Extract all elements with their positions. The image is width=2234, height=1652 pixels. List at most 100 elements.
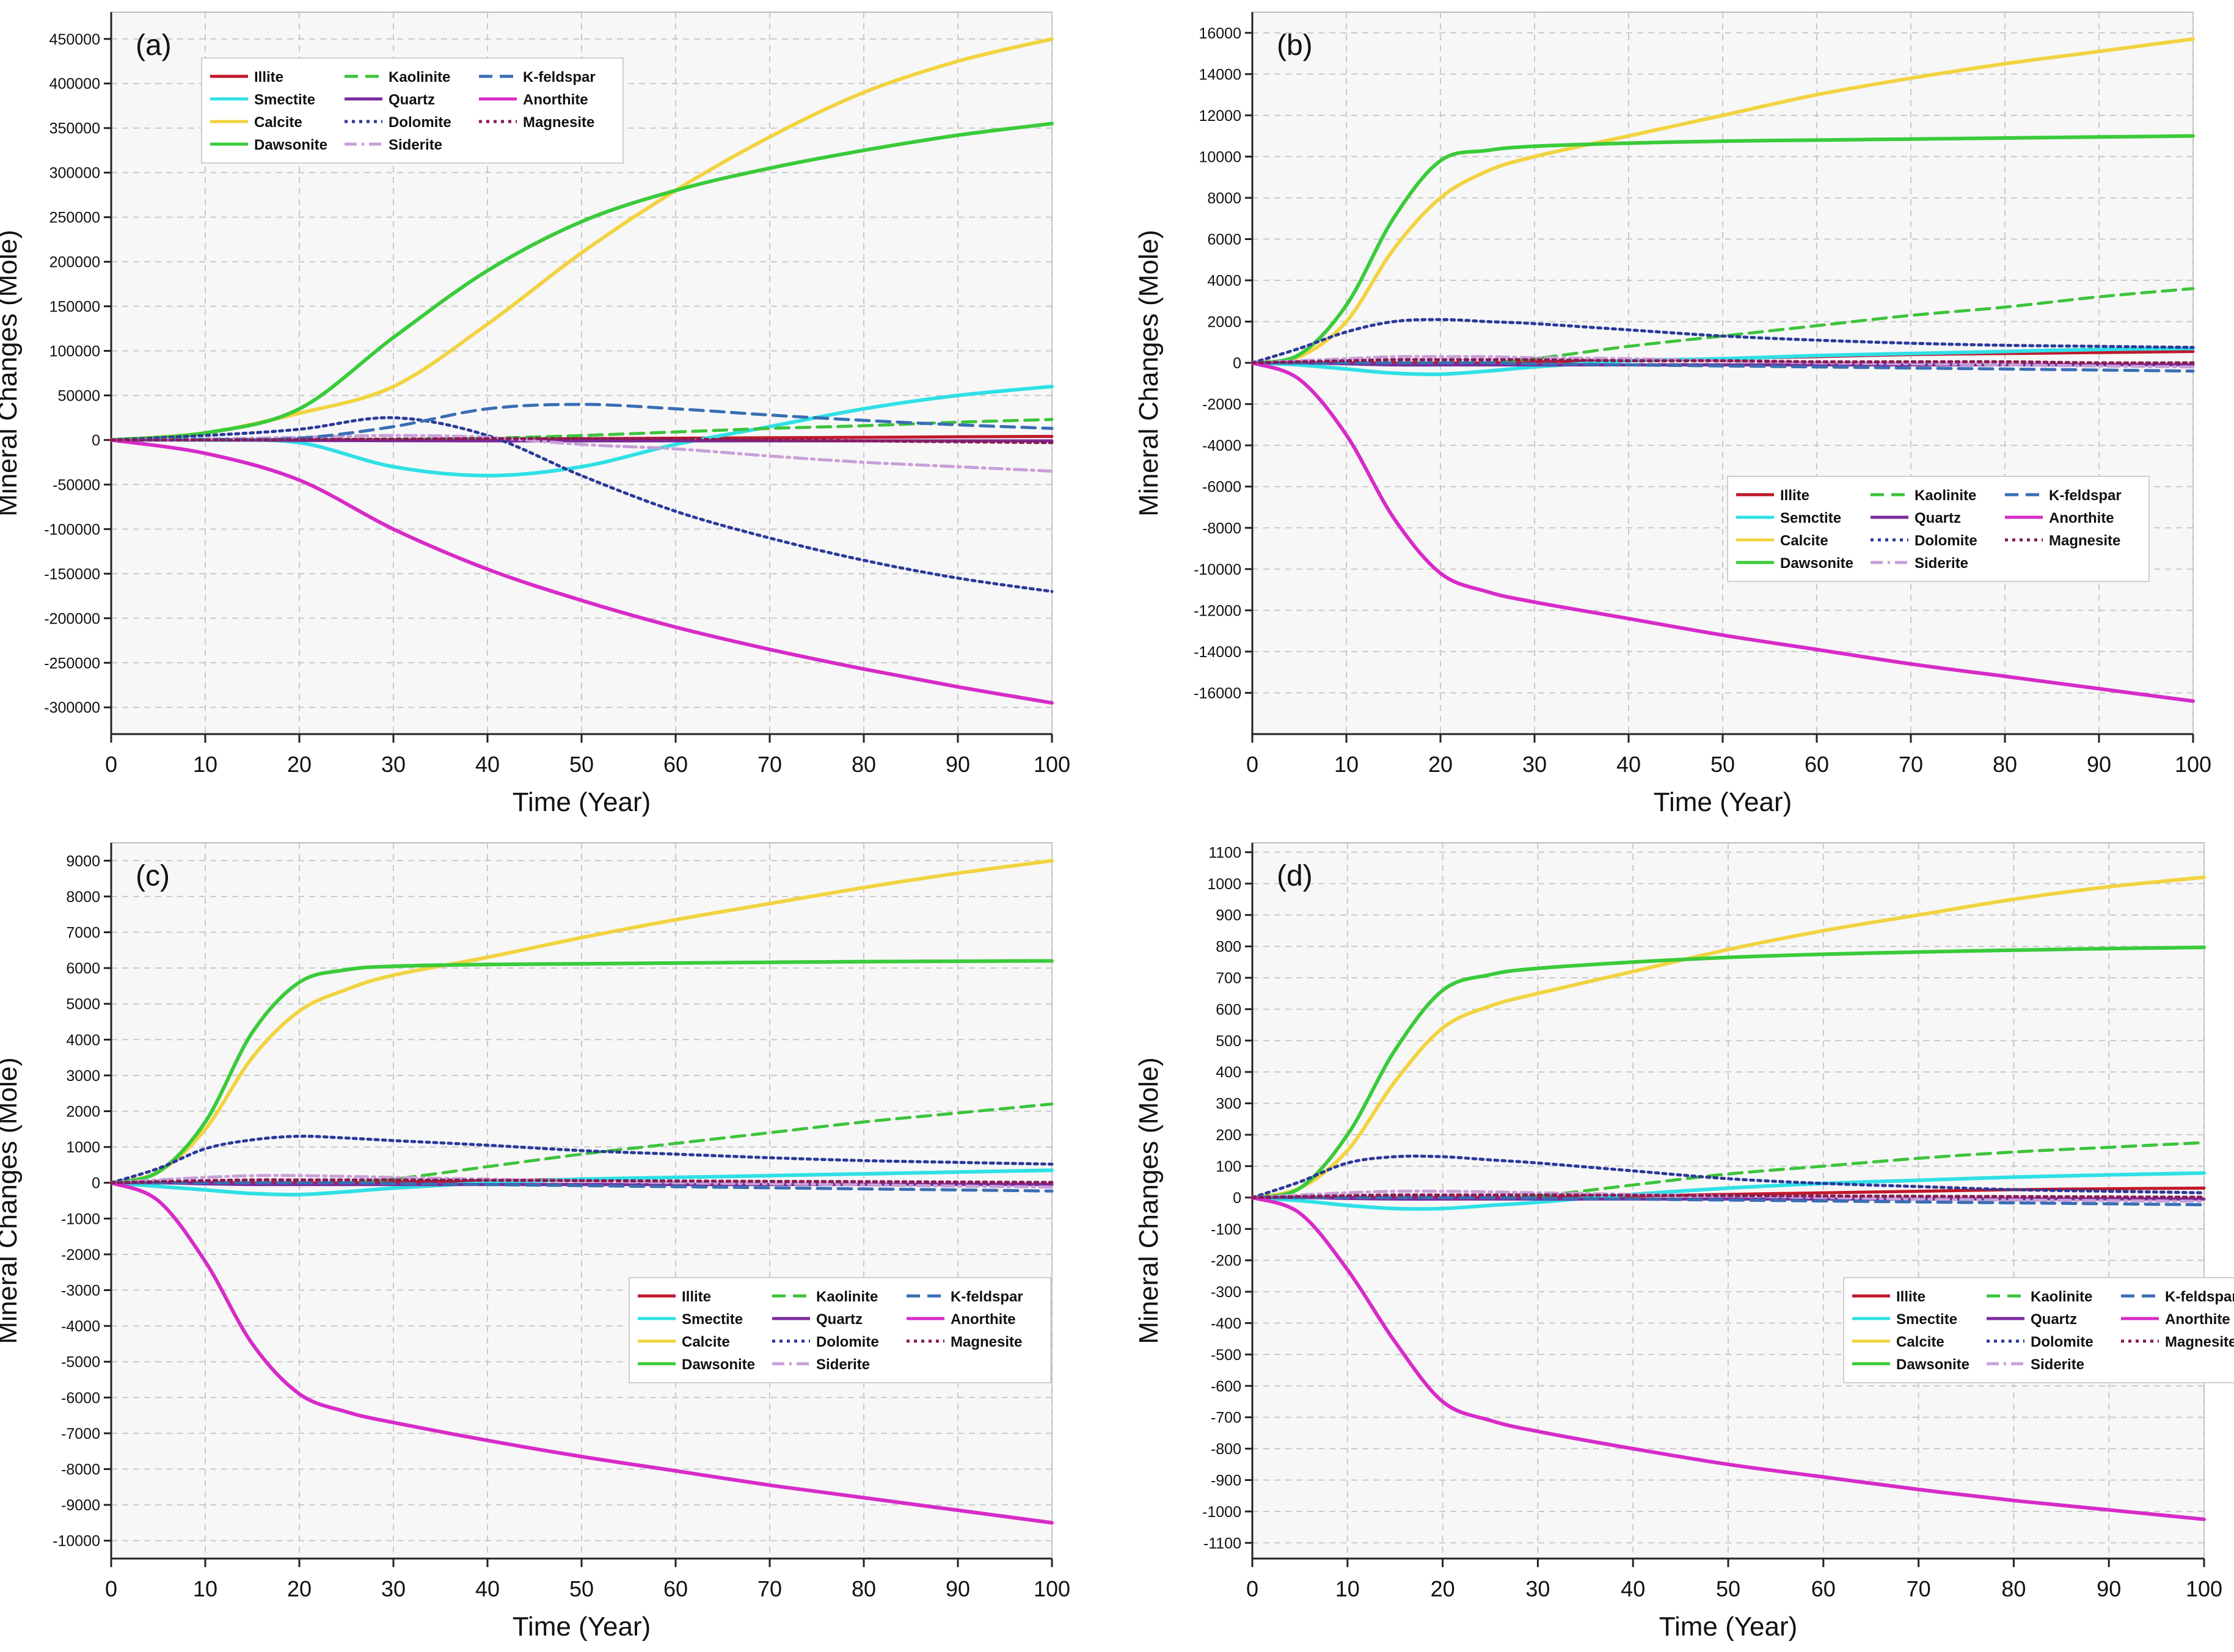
series-line-kaolinite [109, 1102, 1054, 1185]
series-line-kaolinite [1250, 287, 2195, 365]
x-tick-label: 70 [1907, 1576, 1931, 1601]
legend-label: Siderite [389, 137, 442, 153]
y-tick-label: -400 [1211, 1315, 1241, 1332]
y-tick-label: -50000 [53, 476, 100, 493]
panel-label: (a) [136, 29, 172, 62]
series-line-magnesite [1250, 358, 2195, 365]
series-line-anorthite [109, 1181, 1054, 1525]
chart-panel-0: 0 10 20 30 40 50 60 70 80 90 100 -300000 -250000 -200… [0, 12, 1070, 817]
x-axis-title: Time (Year) [1659, 1612, 1798, 1642]
x-tick-label: 100 [2186, 1576, 2222, 1601]
y-tick-label: 800 [1216, 939, 1241, 956]
y-tick-label: -6000 [1202, 479, 1241, 496]
y-tick-label: 5000 [66, 996, 100, 1013]
x-tick-label: 80 [2001, 1576, 2026, 1601]
legend-label: Illite [1780, 487, 1809, 504]
legend-label: K-feldspar [2049, 487, 2122, 504]
y-axis-title: Mineral Changes (Mole) [0, 230, 23, 517]
series-line-dolomite [109, 1134, 1054, 1185]
series-line-siderite [1250, 355, 2195, 369]
y-tick-label: 8000 [66, 889, 100, 906]
y-tick-label: 600 [1216, 1001, 1241, 1018]
y-tick-label: 300 [1216, 1096, 1241, 1113]
y-tick-label: -7000 [61, 1425, 100, 1443]
y-tick-label: 14000 [1199, 66, 1241, 83]
y-tick-label: 10000 [1199, 148, 1241, 166]
legend-label: Kaolinite [1915, 487, 1976, 504]
x-tick-label: 50 [1716, 1576, 1740, 1601]
y-tick-label: 150000 [49, 299, 100, 316]
legend-label: Anorthite [2049, 510, 2114, 526]
x-tick-label: 90 [946, 752, 970, 777]
x-tick-label: 40 [475, 1576, 500, 1601]
y-tick-label: -12000 [1194, 602, 1241, 619]
series-line-calcite [1250, 875, 2206, 1199]
x-tick-label: 50 [1710, 752, 1735, 777]
legend-label: Dolomite [1915, 533, 1977, 549]
series-line-dolomite [1250, 318, 2195, 365]
x-tick-label: 10 [193, 752, 217, 777]
y-tick-label: -6000 [61, 1389, 100, 1406]
x-tick-label: 20 [1431, 1576, 1455, 1601]
x-tick-label: 90 [2087, 752, 2111, 777]
y-tick-label: 2000 [66, 1104, 100, 1121]
series-line-dawsonite [109, 959, 1054, 1185]
x-tick-label: 40 [1621, 1576, 1645, 1601]
legend-label: Kaolinite [816, 1289, 878, 1305]
y-tick-label: -10000 [53, 1533, 100, 1550]
y-tick-label: 16000 [1199, 25, 1241, 42]
x-tick-label: 20 [1428, 752, 1453, 777]
y-tick-label: -8000 [61, 1461, 100, 1479]
series-line-anorthite [1250, 361, 2195, 703]
x-tick-label: 30 [381, 752, 406, 777]
chart-panel-3: 0 10 20 30 40 50 60 70 80 90 100-1100-1000-900-800… [1134, 842, 2234, 1642]
y-tick-label: 4000 [1207, 272, 1241, 289]
series-line-siderite [109, 1174, 1054, 1189]
x-tick-label: 20 [287, 1576, 312, 1601]
series-line-magnesite [109, 437, 1054, 445]
series-line-calcite [1250, 37, 2195, 365]
y-axis-title: Mineral Changes (Mole) [0, 1057, 23, 1344]
x-tick-label: 80 [1993, 752, 2017, 777]
legend-label: Magnesite [523, 114, 594, 131]
y-tick-label: -800 [1211, 1441, 1241, 1458]
panel-label: (c) [136, 860, 170, 892]
x-tick-label: 70 [757, 1576, 782, 1601]
legend-label: Magnesite [2049, 533, 2120, 549]
legend-label: Illite [682, 1289, 711, 1305]
legend-box [1843, 1277, 2234, 1383]
x-tick-label: 50 [569, 1576, 594, 1601]
y-tick-label: 7000 [66, 925, 100, 942]
y-tick-label: 0 [92, 1175, 100, 1192]
legend-label: Quartz [389, 92, 435, 108]
series-line-k-feldspar [1250, 361, 2195, 373]
x-axis-title: Time (Year) [513, 1612, 651, 1642]
legend-label: Illite [1896, 1289, 1926, 1305]
y-axis-title: Mineral Changes (Mole) [1134, 1057, 1164, 1344]
y-tick-label: -8000 [1202, 520, 1241, 537]
y-tick-label: 2000 [1207, 314, 1241, 331]
x-tick-label: 80 [852, 752, 876, 777]
series-line-anorthite [1250, 1195, 2206, 1521]
legend-label: Dolomite [389, 114, 451, 131]
x-tick-label: 50 [569, 752, 594, 777]
y-tick-label: -700 [1211, 1410, 1241, 1427]
legend-label: Dawsonite [1780, 555, 1853, 572]
y-tick-label: -3000 [61, 1283, 100, 1300]
legend-label: Smectite [1896, 1311, 1957, 1328]
legend-label: Illite [254, 69, 283, 86]
y-tick-label: 12000 [1199, 107, 1241, 125]
y-tick-label: -300 [1211, 1284, 1241, 1301]
y-tick-label: -16000 [1194, 685, 1241, 702]
y-tick-label: 9000 [66, 853, 100, 870]
legend-label: Quartz [2031, 1311, 2077, 1328]
x-tick-label: 60 [663, 752, 688, 777]
y-tick-label: 6000 [1207, 231, 1241, 248]
y-tick-label: -250000 [44, 655, 100, 672]
legend-box [629, 1277, 1051, 1383]
legend-label: Siderite [816, 1356, 870, 1373]
legend-label: Anorthite [2165, 1311, 2230, 1328]
x-tick-label: 90 [946, 1576, 970, 1601]
y-tick-label: -4000 [61, 1318, 100, 1335]
